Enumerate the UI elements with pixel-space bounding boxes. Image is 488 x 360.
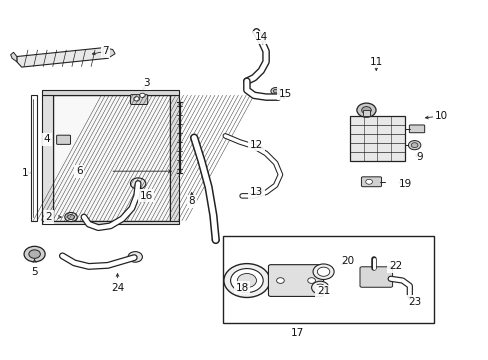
Circle shape bbox=[139, 93, 145, 98]
Circle shape bbox=[273, 89, 278, 93]
Circle shape bbox=[230, 269, 263, 293]
Circle shape bbox=[307, 278, 315, 283]
Text: 9: 9 bbox=[415, 152, 422, 162]
Bar bbox=[349, 117, 404, 161]
Text: 23: 23 bbox=[407, 297, 420, 307]
Ellipse shape bbox=[212, 238, 219, 242]
Circle shape bbox=[276, 278, 284, 283]
Bar bbox=[42, 95, 53, 221]
Bar bbox=[223, 237, 433, 323]
FancyBboxPatch shape bbox=[130, 95, 147, 104]
Text: 19: 19 bbox=[398, 179, 411, 189]
Circle shape bbox=[315, 284, 325, 291]
FancyBboxPatch shape bbox=[361, 177, 381, 187]
Text: 7: 7 bbox=[102, 46, 109, 56]
Text: 15: 15 bbox=[278, 89, 291, 99]
Circle shape bbox=[29, 250, 41, 258]
Text: 14: 14 bbox=[254, 32, 267, 42]
Text: 24: 24 bbox=[111, 283, 124, 293]
Text: 10: 10 bbox=[433, 112, 447, 121]
Text: 13: 13 bbox=[249, 187, 263, 197]
Text: 18: 18 bbox=[235, 283, 248, 293]
Circle shape bbox=[410, 143, 417, 148]
Circle shape bbox=[311, 281, 328, 294]
Bar bbox=[53, 95, 170, 221]
Circle shape bbox=[65, 212, 77, 222]
Text: 4: 4 bbox=[43, 134, 50, 144]
FancyBboxPatch shape bbox=[268, 265, 323, 296]
Text: 11: 11 bbox=[369, 57, 382, 67]
Circle shape bbox=[24, 246, 45, 262]
Text: 1: 1 bbox=[21, 168, 28, 178]
Polygon shape bbox=[11, 52, 17, 62]
FancyBboxPatch shape bbox=[57, 135, 70, 144]
Circle shape bbox=[270, 87, 280, 95]
Circle shape bbox=[407, 140, 420, 150]
Bar bbox=[42, 221, 179, 224]
Bar bbox=[31, 95, 37, 221]
Circle shape bbox=[134, 97, 139, 101]
Text: 12: 12 bbox=[249, 140, 263, 150]
Polygon shape bbox=[17, 48, 112, 67]
Text: 16: 16 bbox=[140, 191, 153, 201]
Circle shape bbox=[317, 267, 329, 276]
Circle shape bbox=[224, 264, 269, 297]
Text: 6: 6 bbox=[76, 166, 82, 176]
Polygon shape bbox=[103, 48, 115, 58]
Text: 21: 21 bbox=[316, 286, 329, 296]
Text: 22: 22 bbox=[388, 261, 401, 271]
Text: 20: 20 bbox=[340, 256, 353, 266]
Bar bbox=[42, 90, 179, 95]
Bar bbox=[170, 95, 179, 221]
Text: 5: 5 bbox=[31, 267, 38, 277]
Circle shape bbox=[237, 274, 256, 288]
FancyBboxPatch shape bbox=[359, 267, 392, 287]
Ellipse shape bbox=[190, 136, 197, 139]
Text: 3: 3 bbox=[142, 78, 149, 88]
Text: 2: 2 bbox=[45, 212, 52, 222]
Circle shape bbox=[128, 252, 142, 262]
Circle shape bbox=[130, 178, 145, 189]
Bar bbox=[53, 95, 170, 221]
Circle shape bbox=[67, 215, 74, 220]
Text: 8: 8 bbox=[188, 196, 195, 206]
Bar bbox=[362, 110, 369, 117]
Circle shape bbox=[361, 107, 370, 114]
FancyBboxPatch shape bbox=[408, 125, 424, 133]
Circle shape bbox=[365, 179, 372, 184]
Circle shape bbox=[312, 264, 333, 279]
Text: 17: 17 bbox=[290, 328, 303, 338]
Circle shape bbox=[356, 103, 375, 117]
